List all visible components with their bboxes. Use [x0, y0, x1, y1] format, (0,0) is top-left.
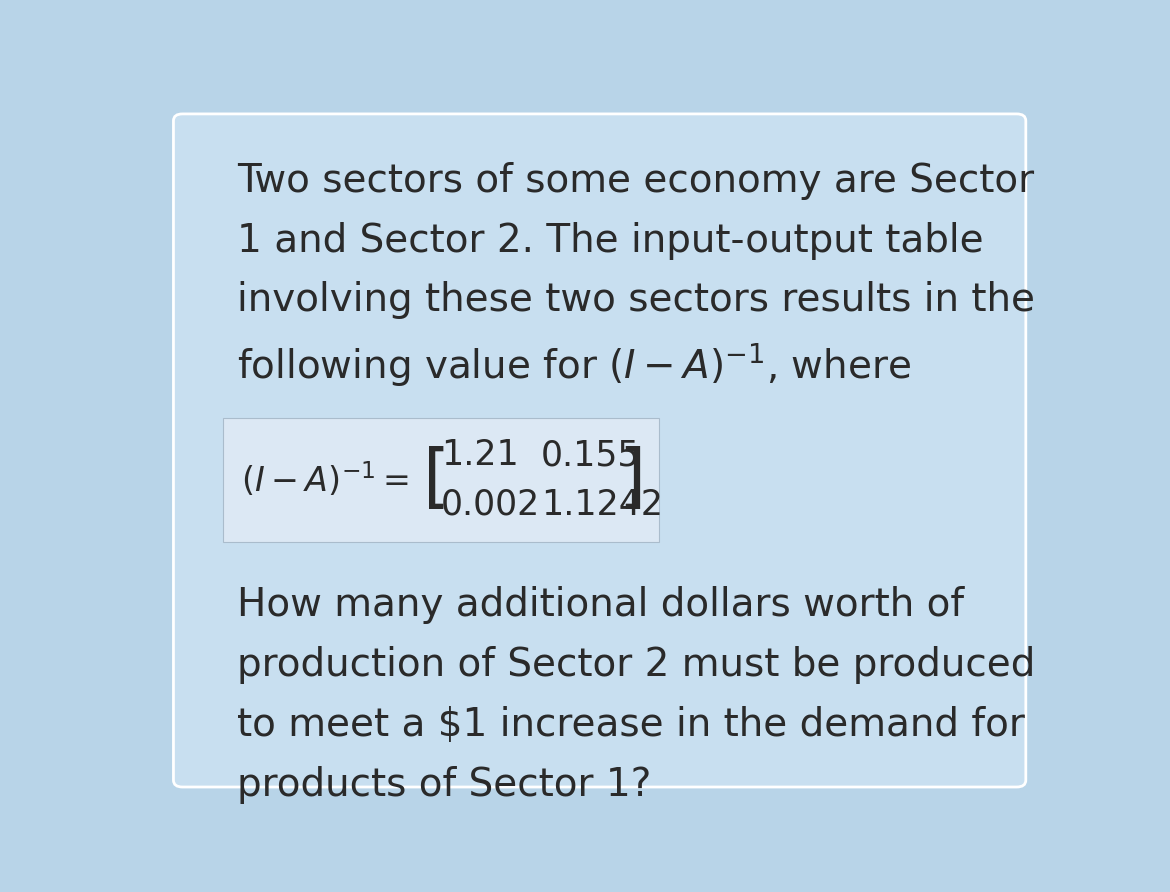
Text: ]: ] — [618, 447, 645, 514]
Text: 0.155: 0.155 — [541, 438, 640, 472]
FancyBboxPatch shape — [223, 418, 659, 541]
Text: [: [ — [422, 447, 450, 514]
Text: following value for $(I-A)^{-1}$, where: following value for $(I-A)^{-1}$, where — [236, 342, 911, 388]
FancyBboxPatch shape — [173, 114, 1026, 787]
Text: 0.002: 0.002 — [441, 488, 541, 522]
Text: production of Sector 2 must be produced: production of Sector 2 must be produced — [236, 646, 1035, 684]
Text: to meet a $1 increase in the demand for: to meet a $1 increase in the demand for — [236, 706, 1025, 744]
Text: 1.21: 1.21 — [441, 438, 518, 472]
Text: involving these two sectors results in the: involving these two sectors results in t… — [236, 282, 1035, 319]
Text: 1.1242: 1.1242 — [541, 488, 662, 522]
Text: Two sectors of some economy are Sector: Two sectors of some economy are Sector — [236, 162, 1034, 200]
Text: How many additional dollars worth of: How many additional dollars worth of — [236, 586, 964, 624]
Text: $(I-A)^{-1} =$: $(I-A)^{-1} =$ — [241, 460, 410, 500]
Text: products of Sector 1?: products of Sector 1? — [236, 765, 652, 804]
Text: 1 and Sector 2. The input-output table: 1 and Sector 2. The input-output table — [236, 222, 984, 260]
